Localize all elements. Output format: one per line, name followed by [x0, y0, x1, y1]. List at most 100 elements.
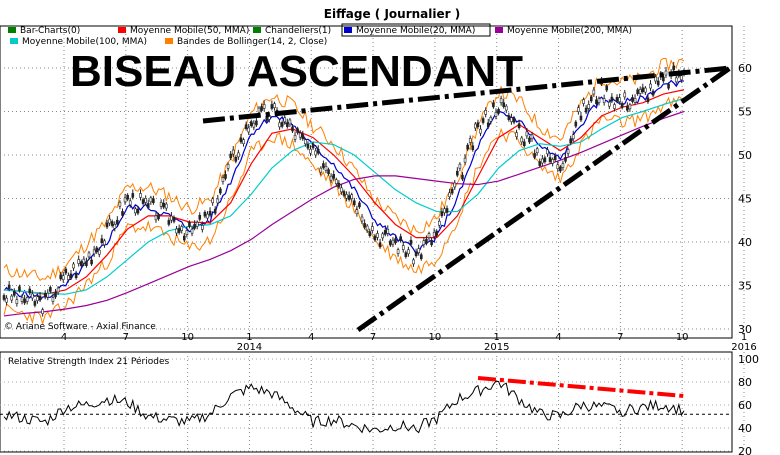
legend-label: Chandeliers(1)	[265, 26, 331, 36]
candle	[322, 163, 325, 168]
candle	[28, 288, 32, 294]
candle	[144, 198, 147, 203]
candle	[306, 143, 310, 149]
candle	[417, 248, 420, 253]
candle	[559, 166, 562, 172]
candle	[337, 182, 341, 188]
candle	[159, 202, 163, 207]
rsi-series-line	[3, 380, 685, 434]
rsi-y-tick-label: 80	[738, 376, 752, 389]
candle	[327, 169, 330, 174]
candle	[667, 83, 670, 89]
candle	[46, 292, 50, 298]
candle	[170, 215, 173, 221]
candle	[157, 214, 160, 220]
legend-swatch	[344, 27, 352, 33]
candle	[95, 247, 99, 253]
candle	[613, 104, 616, 109]
price-y-tick-label: 35	[738, 280, 752, 293]
candle	[172, 217, 176, 222]
support-trendline	[356, 65, 732, 333]
candle	[208, 210, 212, 216]
legend-highlight-box	[341, 23, 491, 37]
candle	[440, 211, 444, 217]
candle	[533, 153, 536, 158]
candle	[180, 226, 184, 231]
candle	[538, 161, 542, 166]
candle	[574, 121, 578, 127]
legend-entry: Bar-Charts(0)	[8, 26, 80, 36]
candle	[502, 102, 505, 108]
price-y-tick-label: 55	[738, 106, 752, 119]
candle	[85, 261, 88, 266]
candle	[407, 249, 410, 255]
candle	[126, 194, 129, 200]
candle	[394, 238, 397, 244]
candle	[23, 298, 26, 304]
candle	[301, 134, 305, 140]
candle	[249, 121, 253, 126]
candle	[51, 297, 55, 302]
candle	[77, 259, 80, 264]
candle	[476, 122, 480, 128]
candle	[448, 192, 451, 198]
legend-entry: Moyenne Mobile(200, MMA)	[495, 26, 632, 36]
candle	[523, 141, 526, 147]
candle	[280, 122, 284, 127]
candle	[350, 194, 354, 200]
candle	[378, 242, 382, 248]
candle	[584, 107, 588, 113]
candle	[38, 295, 42, 301]
candle	[154, 215, 158, 221]
candle	[90, 259, 93, 265]
candle	[486, 122, 490, 128]
candle	[656, 80, 660, 86]
rsi-y-tick-label: 100	[738, 353, 759, 366]
candle	[638, 89, 642, 94]
series-line	[3, 110, 685, 317]
candle	[438, 220, 441, 226]
candle	[242, 139, 245, 144]
candle	[255, 120, 258, 126]
candle	[499, 98, 503, 104]
candle	[183, 235, 186, 241]
trend-lines	[202, 65, 732, 398]
candle	[664, 70, 668, 76]
candle	[419, 254, 423, 260]
year-label: 2015	[484, 342, 509, 353]
candle	[489, 117, 493, 122]
candle	[484, 110, 487, 115]
candle	[546, 149, 549, 155]
candle	[82, 258, 86, 264]
x-tick-label: 1	[741, 332, 747, 343]
candle	[105, 222, 109, 228]
candle	[257, 107, 261, 113]
candle	[15, 299, 19, 304]
candle	[579, 115, 583, 121]
candle	[510, 117, 513, 123]
candle	[193, 223, 196, 229]
candle	[116, 219, 119, 225]
candle	[239, 137, 243, 143]
candle	[221, 177, 225, 182]
candle	[422, 240, 426, 245]
candle	[592, 89, 596, 95]
candle	[219, 188, 222, 194]
candle	[530, 134, 534, 140]
candle	[589, 96, 593, 102]
candle	[427, 233, 431, 238]
candle	[2, 295, 6, 300]
candle	[618, 97, 621, 103]
x-tick-label: 7	[123, 332, 129, 343]
candle	[445, 208, 449, 213]
candle	[229, 153, 232, 159]
candle	[72, 263, 75, 269]
candle	[345, 194, 348, 199]
candle	[278, 122, 281, 128]
candle	[340, 187, 343, 193]
candle	[61, 275, 65, 280]
candle	[201, 225, 204, 230]
candle	[13, 291, 16, 296]
candle	[74, 273, 78, 278]
candle	[461, 174, 464, 180]
